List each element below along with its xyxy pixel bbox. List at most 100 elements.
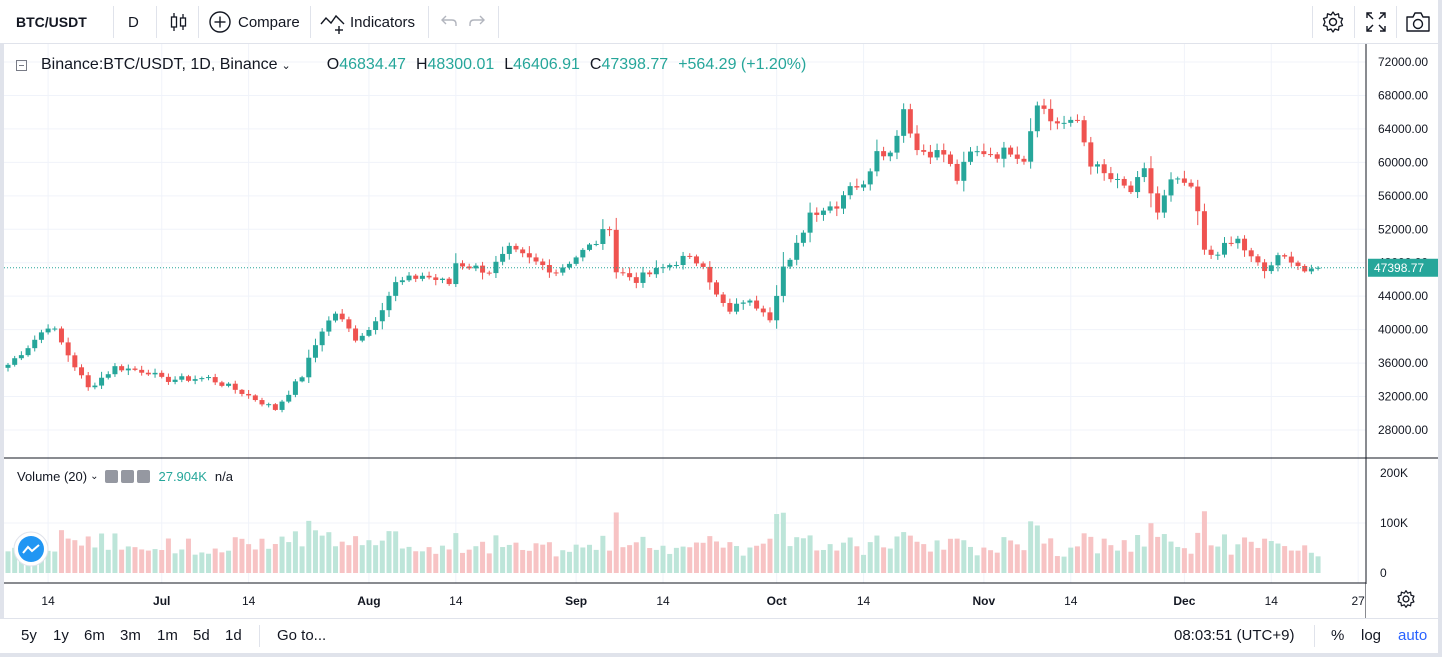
eye-icon[interactable]: [105, 469, 119, 483]
candle-body: [85, 375, 91, 388]
volume-bar: [673, 547, 679, 573]
volume-bar: [319, 535, 325, 573]
volume-bar: [419, 551, 425, 573]
indicators-button[interactable]: Indicators: [320, 0, 415, 44]
range-3m-button[interactable]: 3m: [120, 627, 141, 644]
candle-body: [1255, 256, 1261, 263]
range-6m-button[interactable]: 6m: [84, 627, 105, 644]
volume-bar: [1255, 547, 1261, 573]
candle-body: [266, 404, 272, 406]
candle-body: [1195, 186, 1201, 212]
range-1m-button[interactable]: 1m: [157, 627, 178, 644]
volume-bar: [1201, 511, 1207, 573]
auto-scale-button[interactable]: auto: [1398, 627, 1428, 644]
volume-bar: [1221, 534, 1227, 573]
volume-bar: [45, 550, 51, 573]
log-scale-button[interactable]: log: [1361, 627, 1382, 644]
volume-axis[interactable]: 200K 100K 0: [1380, 466, 1408, 580]
candle-body: [1101, 164, 1107, 174]
close-icon[interactable]: [137, 469, 151, 483]
time-axis[interactable]: 14 Jul 14 Aug 14 Sep 14 Oct 14 Nov 14 Dec 14 27: [41, 594, 1365, 608]
candle-body: [673, 265, 679, 267]
candle-body: [901, 109, 907, 136]
snapshot-button[interactable]: [1398, 0, 1438, 44]
candle-body: [580, 249, 586, 258]
volume-bar: [1155, 536, 1161, 573]
volume-bar: [861, 554, 867, 573]
compare-label: Compare: [238, 13, 300, 31]
volume-ma-value: n/a: [214, 468, 233, 484]
candle-body: [700, 263, 706, 267]
candle-body: [12, 358, 18, 365]
fullscreen-button[interactable]: [1356, 0, 1396, 44]
symbol-search-button[interactable]: BTC/USDT: [16, 14, 87, 30]
chart-settings-button[interactable]: [1397, 590, 1415, 608]
volume-bar: [1275, 543, 1281, 573]
compare-button[interactable]: Compare: [208, 0, 300, 44]
range-1d-button[interactable]: 1d: [225, 627, 242, 644]
range-1y-button[interactable]: 1y: [53, 627, 69, 644]
volume-bar: [446, 549, 452, 573]
chevron-down-icon[interactable]: ⌄: [281, 60, 291, 72]
volume-bar: [58, 530, 64, 573]
clock-timezone[interactable]: 08:03:51 (UTC+9): [1174, 627, 1295, 644]
candle-series[interactable]: [5, 98, 1321, 413]
volume-bar: [941, 549, 947, 573]
candle-body: [152, 372, 158, 375]
candle-body: [1008, 147, 1014, 155]
candles-style-button[interactable]: [168, 0, 190, 44]
volume-bar: [413, 551, 419, 573]
collapse-legend-icon[interactable]: [16, 59, 27, 71]
candle-body: [867, 171, 873, 185]
logo-chart-icon: [22, 544, 40, 554]
frame-border: [0, 653, 1442, 657]
candle-body: [1074, 119, 1080, 121]
interval-button[interactable]: D: [128, 13, 139, 31]
candle-body: [399, 280, 405, 283]
volume-bar: [480, 541, 486, 573]
settings-button[interactable]: [1313, 0, 1353, 44]
candle-body: [660, 267, 666, 269]
candle-body: [45, 328, 51, 333]
chart-canvas[interactable]: 72000.00 68000.00 64000.00 60000.00 56000.00…: [4, 44, 1438, 618]
volume-title[interactable]: Volume (20): [17, 468, 88, 484]
volume-bar: [854, 546, 860, 573]
volume-bar: [734, 546, 740, 573]
candle-body: [433, 277, 439, 280]
gear-icon[interactable]: [121, 469, 135, 483]
toolbar-divider: [156, 6, 157, 38]
volume-tick-label: 0: [1380, 566, 1387, 580]
series-title[interactable]: Binance:BTC/USDT, 1D, Binance ⌄: [41, 56, 291, 74]
candle-body: [319, 331, 325, 346]
candle-body: [687, 255, 693, 257]
toolbar-divider: [1354, 6, 1355, 38]
price-tick-label: 28000.00: [1378, 423, 1428, 437]
camera-icon: [1406, 12, 1430, 32]
candle-body: [72, 355, 78, 368]
range-5d-button[interactable]: 5d: [193, 627, 210, 644]
volume-bar: [1188, 553, 1194, 573]
candle-body: [647, 272, 653, 275]
volume-bar: [647, 548, 653, 573]
volume-bar: [573, 544, 579, 573]
candle-body: [212, 377, 218, 383]
chevron-down-icon[interactable]: ⌄: [90, 470, 99, 482]
candle-body: [1288, 256, 1294, 263]
top-toolbar: BTC/USDT D Compare: [0, 0, 1442, 44]
undo-button[interactable]: [438, 0, 458, 44]
last-price-badge: 47398.77: [1368, 258, 1438, 277]
goto-button[interactable]: Go to...: [277, 627, 327, 644]
volume-bar: [513, 542, 519, 573]
redo-button[interactable]: [468, 0, 488, 44]
price-axis[interactable]: 72000.00 68000.00 64000.00 60000.00 56000.00…: [1378, 55, 1428, 437]
candle-body: [279, 401, 285, 410]
range-5y-button[interactable]: 5y: [21, 627, 37, 644]
logo-badge[interactable]: [13, 531, 49, 567]
candle-body: [246, 393, 252, 396]
volume-bar: [720, 547, 726, 573]
candle-body: [774, 295, 780, 321]
percent-scale-button[interactable]: %: [1331, 627, 1345, 644]
volume-bar: [159, 550, 165, 573]
time-tick-label: Aug: [357, 594, 380, 608]
candle-body: [239, 389, 245, 394]
